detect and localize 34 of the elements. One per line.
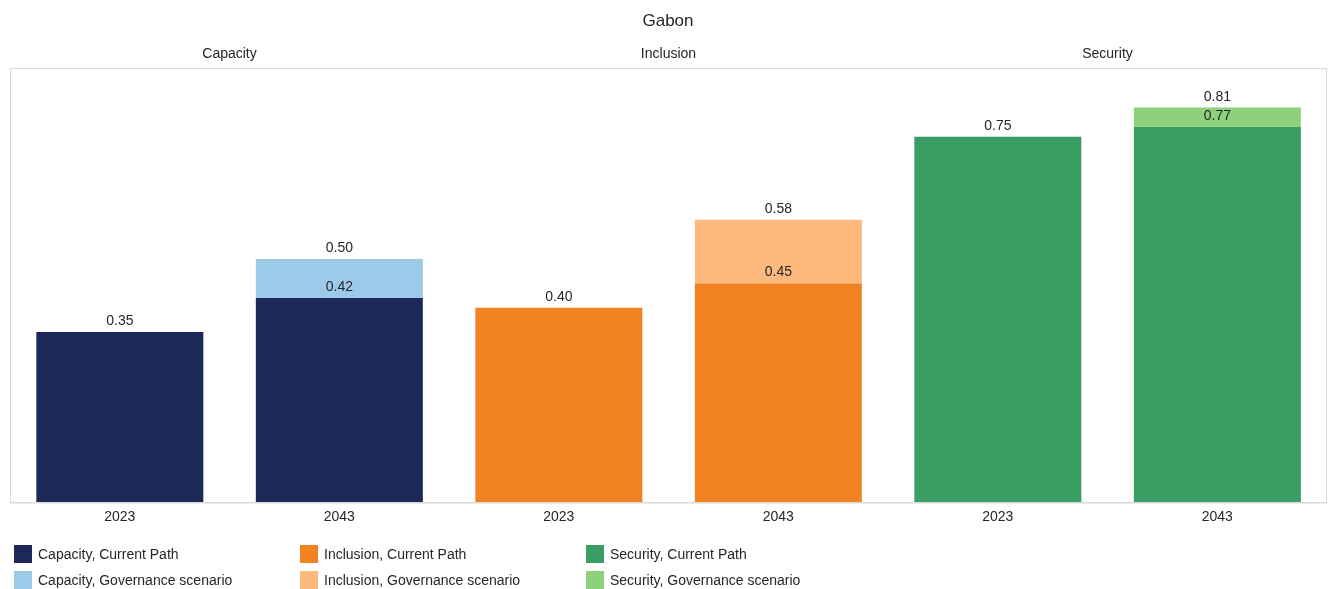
x-tick-label: 2043: [762, 507, 795, 524]
chart-title: Gabon: [642, 11, 694, 30]
legend-label: Capacity, Governance scenario: [38, 572, 233, 588]
data-label: 0.77: [1203, 107, 1232, 124]
bar: [1133, 107, 1301, 128]
data-label: 0.35: [106, 312, 134, 329]
total-label: 0.50: [325, 238, 354, 255]
data-label: 0.45: [764, 263, 793, 280]
legend-label: Security, Current Path: [610, 546, 747, 562]
bar: [255, 297, 423, 503]
bar: [255, 258, 423, 298]
total-label: 0.81: [1203, 87, 1232, 104]
legend-label: Capacity, Current Path: [38, 546, 179, 562]
x-tick-label: 2023: [982, 507, 1014, 524]
text: Inclusion: [640, 45, 697, 61]
bar: [1133, 127, 1301, 503]
legend-label: Security, Governance scenario: [610, 572, 801, 588]
data-label: 0.75: [984, 116, 1012, 133]
bar: [694, 283, 862, 503]
data-label: 0.40: [545, 287, 573, 304]
x-tick-label: 2023: [104, 507, 136, 524]
bar: [475, 307, 643, 503]
x-tick-label: 2023: [543, 507, 575, 524]
data-label: 0.42: [325, 277, 354, 294]
total-label: 0.58: [764, 199, 793, 216]
bar: [914, 136, 1082, 503]
bar: [36, 332, 204, 503]
legend-label: Inclusion, Governance scenario: [324, 572, 521, 588]
bar: [694, 219, 862, 284]
text: Capacity: [202, 45, 257, 61]
legend-label: Inclusion, Current Path: [324, 546, 467, 562]
text: Security: [1082, 45, 1133, 61]
x-tick-label: 2043: [323, 507, 356, 524]
x-tick-label: 2043: [1201, 507, 1234, 524]
